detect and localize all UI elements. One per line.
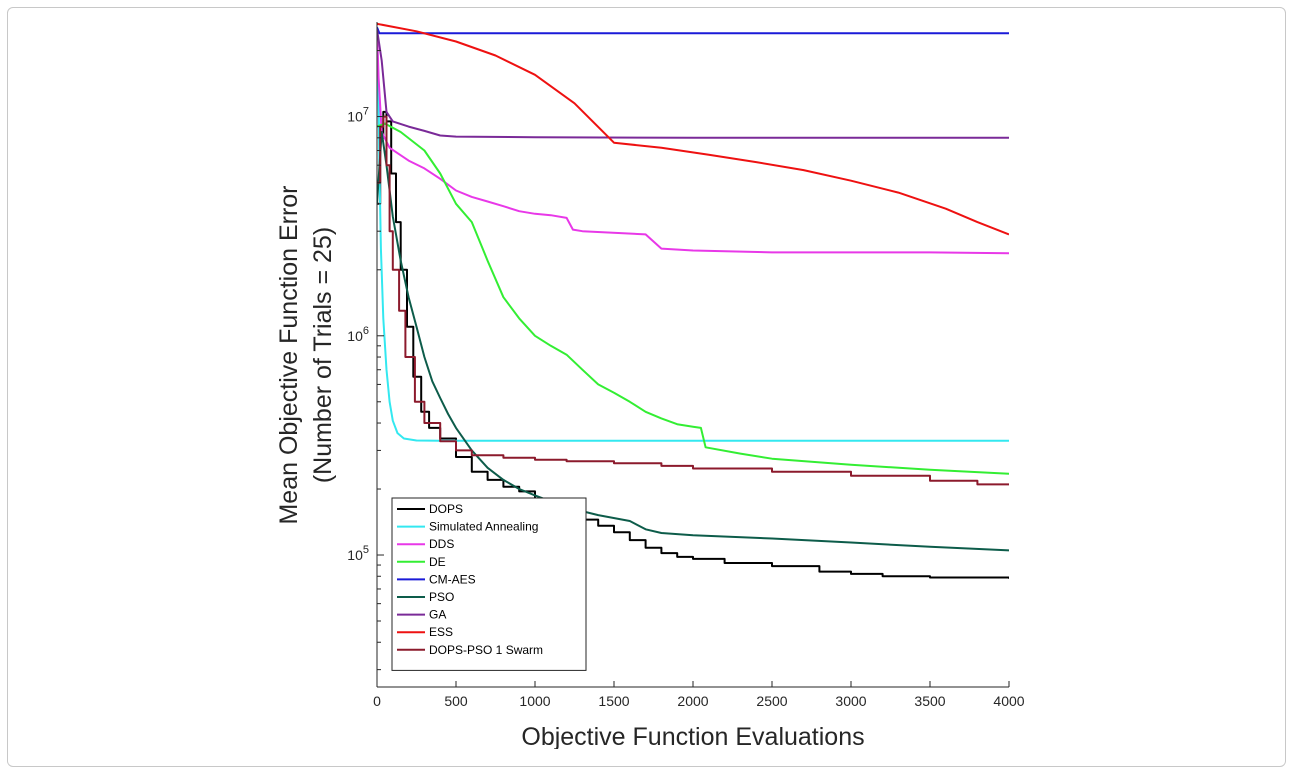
series-line-8 xyxy=(377,115,1009,486)
legend-label: CM-AES xyxy=(429,572,476,586)
x-axis-label: Objective Function Evaluations xyxy=(521,723,864,749)
series-line-5 xyxy=(377,131,1009,552)
legend-label: Simulated Annealing xyxy=(429,520,538,534)
series-line-1 xyxy=(377,33,1009,442)
series-line-7 xyxy=(377,22,1009,236)
x-tick-label: 3500 xyxy=(914,693,945,709)
series-line-2 xyxy=(377,29,1009,255)
legend-label: DOPS-PSO 1 Swarm xyxy=(429,643,543,657)
x-tick-label: 1000 xyxy=(519,693,550,709)
legend-label: DE xyxy=(429,555,446,569)
x-tick-label: 0 xyxy=(373,693,381,709)
x-tick-label: 2500 xyxy=(756,693,787,709)
y-axis-label-line-1: Mean Objective Function Error xyxy=(275,185,303,524)
y-tick-label: 105 xyxy=(347,544,369,563)
y-axis-label-line-2: (Number of Trials = 25) xyxy=(309,227,337,483)
series-line-3 xyxy=(377,122,1009,475)
legend-label: DDS xyxy=(429,537,454,551)
x-tick-label: 2000 xyxy=(677,693,708,709)
legend-label: DOPS xyxy=(429,502,463,516)
x-tick-label: 3000 xyxy=(835,693,866,709)
x-tick-label: 4000 xyxy=(993,693,1024,709)
line-chart: 0 500 1000 1500 2000 2500 3000 3500 4000 105 106 10… xyxy=(275,22,1025,749)
series-line-6 xyxy=(377,29,1009,139)
series-line-4 xyxy=(377,27,1009,35)
y-tick-label: 107 xyxy=(347,106,369,125)
legend-label: GA xyxy=(429,608,446,622)
legend-label: PSO xyxy=(429,590,454,604)
x-tick-label: 500 xyxy=(444,693,468,709)
legend: DOPS Simulated Annealing DDS DE CM-AES PSO GA E… xyxy=(391,497,587,671)
x-tick-label: 1500 xyxy=(598,693,629,709)
legend-label: ESS xyxy=(429,625,453,639)
y-tick-label: 106 xyxy=(347,325,369,344)
